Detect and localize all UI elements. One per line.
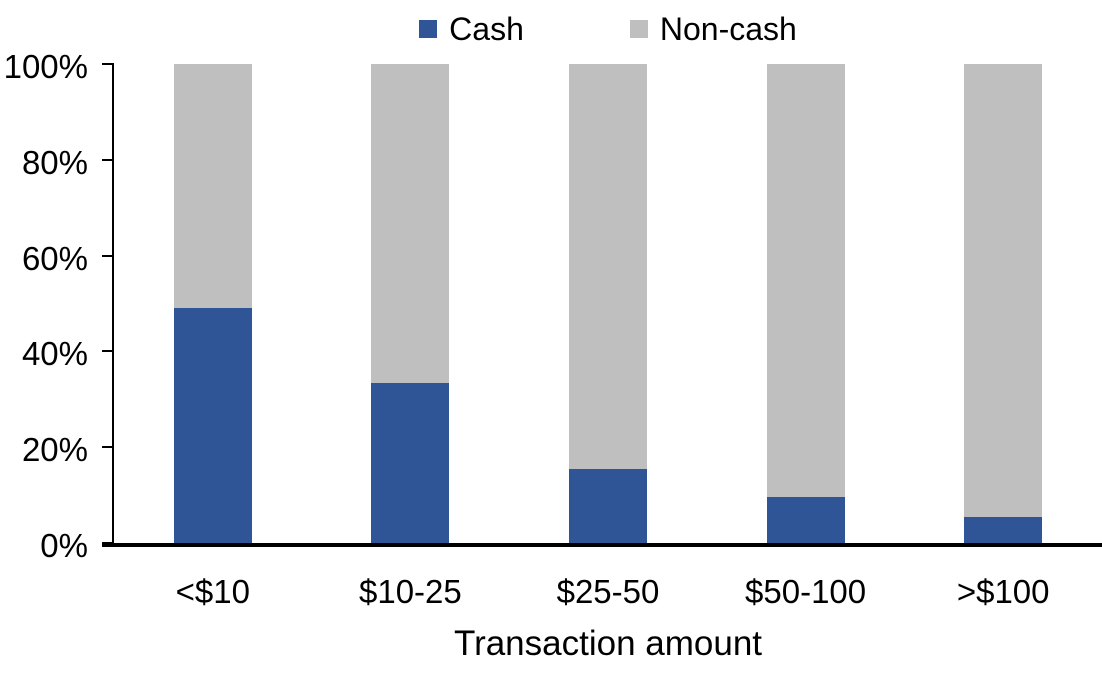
legend-swatch-cash-icon (419, 20, 438, 38)
bar-segment-noncash-100 (964, 64, 1043, 517)
bar-segment-cash-10 (173, 308, 252, 543)
legend-label: Cash (449, 10, 524, 47)
stacked-bar-10 (173, 64, 252, 543)
bar-segment-cash-25-50 (568, 468, 647, 543)
legend-swatch-non-cash-icon (629, 20, 648, 38)
legend-item-cash: Cash (419, 11, 524, 48)
stacked-bar-10-25 (371, 64, 450, 543)
legend-item-non-cash: Non-cash (629, 10, 797, 48)
y-axis-tick-label: 20% (21, 431, 88, 469)
bar-segment-noncash-25-50 (568, 64, 647, 469)
y-axis-tick (102, 158, 112, 161)
bar-segment-cash-50-100 (766, 497, 845, 543)
bar-slot-100 (904, 64, 1102, 543)
bar-slot-10 (114, 64, 312, 543)
bar-segment-cash-100 (964, 516, 1043, 543)
bar-slot-10-25 (312, 64, 510, 543)
stacked-bar-50-100 (766, 64, 845, 543)
stacked-bar-100 (964, 64, 1043, 543)
bar-slot-50-100 (707, 64, 905, 543)
y-axis-tick-label: 60% (21, 239, 88, 277)
y-axis-line (112, 63, 114, 545)
x-axis-category-label: >$100 (956, 573, 1050, 610)
bar-segment-noncash-10 (173, 64, 252, 309)
y-axis-tick (102, 63, 112, 65)
x-axis-title: Transaction amount (453, 624, 763, 663)
bar-segment-noncash-10-25 (371, 64, 450, 383)
x-axis-category-label: $25-50 (556, 573, 660, 610)
y-axis-tick (102, 254, 112, 257)
y-axis-tick-label: 40% (21, 335, 88, 373)
x-axis-line (102, 543, 1102, 547)
bar-segment-cash-10-25 (371, 382, 450, 543)
stacked-bar-25-50 (568, 64, 647, 543)
y-axis-tick (102, 446, 112, 449)
chart-legend: Cash Non-cash (114, 10, 1102, 48)
bar-segment-noncash-50-100 (766, 64, 845, 498)
x-axis-labels: <$10 $10-25 $25-50 $50-100 >$100 (114, 574, 1102, 610)
y-axis-tick-label: 80% (21, 143, 88, 181)
plot-area (114, 64, 1102, 543)
y-axis-tick (102, 350, 112, 353)
y-axis-tick-label: 0% (40, 527, 88, 564)
legend-label: Non-cash (659, 10, 797, 47)
x-axis-category-label: <$10 (175, 573, 250, 610)
x-axis-category-label: $50-100 (745, 573, 867, 610)
x-axis-category-label: $10-25 (359, 573, 462, 610)
bar-slot-25-50 (509, 64, 707, 543)
y-axis-tick-label: 100% (3, 48, 88, 85)
